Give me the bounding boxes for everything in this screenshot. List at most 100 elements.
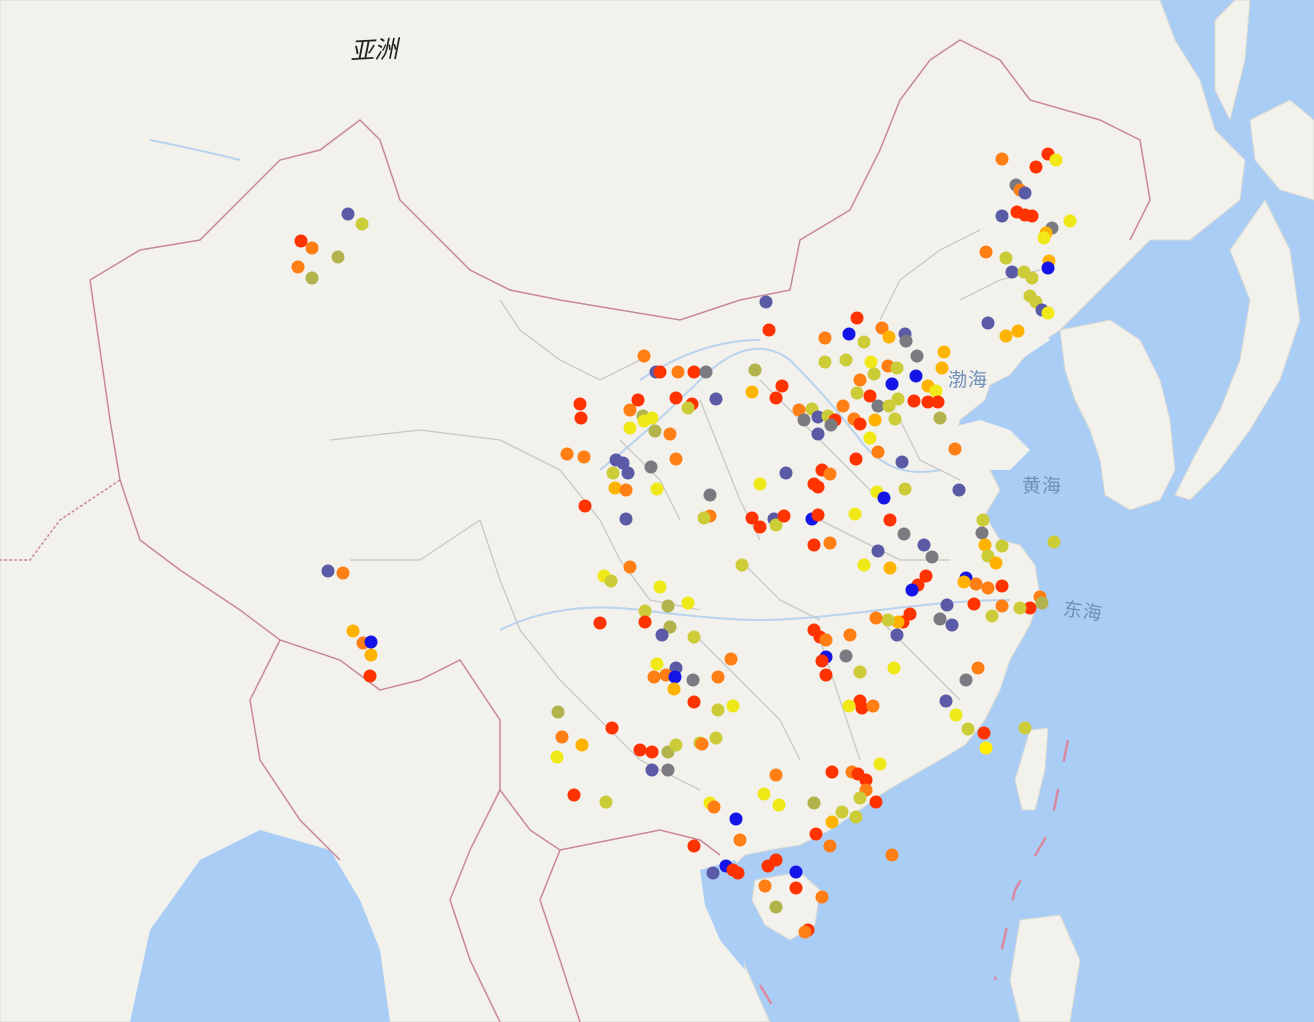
- map-marker[interactable]: [882, 330, 896, 344]
- map-marker[interactable]: [979, 245, 993, 259]
- map-marker[interactable]: [724, 652, 738, 666]
- map-marker[interactable]: [669, 738, 683, 752]
- map-marker[interactable]: [999, 329, 1013, 343]
- map-marker[interactable]: [1005, 265, 1019, 279]
- map-marker[interactable]: [969, 577, 983, 591]
- map-marker[interactable]: [948, 442, 962, 456]
- map-marker[interactable]: [835, 805, 849, 819]
- map-marker[interactable]: [815, 654, 829, 668]
- map-marker[interactable]: [1029, 160, 1043, 174]
- map-marker[interactable]: [555, 730, 569, 744]
- map-marker[interactable]: [977, 726, 991, 740]
- map-marker[interactable]: [663, 620, 677, 634]
- map-marker[interactable]: [1018, 721, 1032, 735]
- map-marker[interactable]: [294, 234, 308, 248]
- map-marker[interactable]: [321, 564, 335, 578]
- map-marker[interactable]: [853, 665, 867, 679]
- map-marker[interactable]: [336, 566, 350, 580]
- map-marker[interactable]: [907, 394, 921, 408]
- map-marker[interactable]: [957, 575, 971, 589]
- map-marker[interactable]: [885, 377, 899, 391]
- map-marker[interactable]: [291, 260, 305, 274]
- map-marker[interactable]: [981, 581, 995, 595]
- map-marker[interactable]: [363, 669, 377, 683]
- map-marker[interactable]: [753, 520, 767, 534]
- map-marker[interactable]: [985, 609, 999, 623]
- map-marker[interactable]: [798, 925, 812, 939]
- map-marker[interactable]: [550, 750, 564, 764]
- map-marker[interactable]: [899, 334, 913, 348]
- map-marker[interactable]: [823, 536, 837, 550]
- map-marker[interactable]: [769, 900, 783, 914]
- map-marker[interactable]: [619, 512, 633, 526]
- map-marker[interactable]: [695, 737, 709, 751]
- map-marker[interactable]: [687, 839, 701, 853]
- map-marker[interactable]: [995, 599, 1009, 613]
- map-marker[interactable]: [769, 391, 783, 405]
- map-marker[interactable]: [823, 839, 837, 853]
- map-marker[interactable]: [853, 791, 867, 805]
- map-marker[interactable]: [697, 511, 711, 525]
- map-marker[interactable]: [939, 694, 953, 708]
- map-marker[interactable]: [890, 361, 904, 375]
- map-marker[interactable]: [949, 708, 963, 722]
- map-marker[interactable]: [355, 217, 369, 231]
- map-marker[interactable]: [819, 668, 833, 682]
- map-marker[interactable]: [703, 488, 717, 502]
- map-marker[interactable]: [952, 483, 966, 497]
- map-marker[interactable]: [853, 417, 867, 431]
- map-marker[interactable]: [621, 466, 635, 480]
- map-marker[interactable]: [979, 741, 993, 755]
- map-marker[interactable]: [779, 466, 793, 480]
- map-marker[interactable]: [967, 597, 981, 611]
- map-marker[interactable]: [604, 574, 618, 588]
- map-marker[interactable]: [909, 369, 923, 383]
- map-marker[interactable]: [616, 456, 630, 470]
- map-marker[interactable]: [769, 518, 783, 532]
- map-marker[interactable]: [1041, 261, 1055, 275]
- map-marker[interactable]: [364, 648, 378, 662]
- map-marker[interactable]: [645, 411, 659, 425]
- map-marker[interactable]: [769, 853, 783, 867]
- map-marker[interactable]: [824, 418, 838, 432]
- map-marker[interactable]: [975, 526, 989, 540]
- map-marker[interactable]: [895, 455, 909, 469]
- map-marker[interactable]: [707, 800, 721, 814]
- map-marker[interactable]: [667, 682, 681, 696]
- map-marker[interactable]: [882, 399, 896, 413]
- map-marker[interactable]: [945, 618, 959, 632]
- map-marker[interactable]: [759, 295, 773, 309]
- map-marker[interactable]: [578, 499, 592, 513]
- map-marker[interactable]: [825, 815, 839, 829]
- map-marker[interactable]: [933, 411, 947, 425]
- map-marker[interactable]: [745, 385, 759, 399]
- map-marker[interactable]: [729, 812, 743, 826]
- map-marker[interactable]: [623, 403, 637, 417]
- map-marker[interactable]: [619, 483, 633, 497]
- map-marker[interactable]: [777, 509, 791, 523]
- map-marker[interactable]: [940, 598, 954, 612]
- map-marker[interactable]: [623, 421, 637, 435]
- map-marker[interactable]: [1041, 306, 1055, 320]
- map-marker[interactable]: [772, 798, 786, 812]
- map-marker[interactable]: [897, 527, 911, 541]
- map-marker[interactable]: [789, 865, 803, 879]
- map-marker[interactable]: [792, 403, 806, 417]
- map-marker[interactable]: [978, 538, 992, 552]
- map-marker[interactable]: [638, 604, 652, 618]
- map-marker[interactable]: [910, 349, 924, 363]
- map-marker[interactable]: [836, 399, 850, 413]
- map-marker[interactable]: [961, 722, 975, 736]
- map-marker[interactable]: [1023, 601, 1037, 615]
- map-marker[interactable]: [871, 544, 885, 558]
- map-marker[interactable]: [305, 241, 319, 255]
- map-marker[interactable]: [661, 599, 675, 613]
- map-marker[interactable]: [575, 738, 589, 752]
- map-marker[interactable]: [606, 466, 620, 480]
- map-marker[interactable]: [655, 628, 669, 642]
- map-marker[interactable]: [890, 628, 904, 642]
- map-marker[interactable]: [709, 392, 723, 406]
- map-marker[interactable]: [661, 763, 675, 777]
- map-marker[interactable]: [905, 583, 919, 597]
- map-marker[interactable]: [735, 558, 749, 572]
